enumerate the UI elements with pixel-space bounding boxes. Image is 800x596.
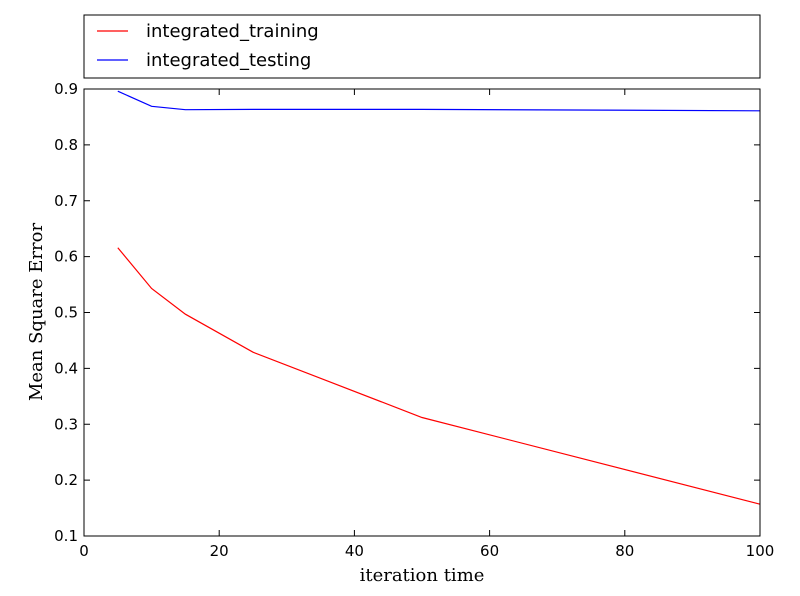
y-axis-label: Mean Square Error [26, 223, 47, 401]
y-tick-label: 0.4 [54, 359, 78, 377]
ticks-layer: 0 20 40 60 80 100 0.1 0.2 0.3 0.4 0.5 0.6 0.7 0.8 0.9 [54, 80, 774, 560]
legend-frame [83, 14, 761, 79]
x-tick-label: 40 [345, 542, 364, 560]
legend: integrated_training integrated_testing [83, 14, 761, 79]
x-tick-label: 20 [210, 542, 229, 560]
y-tick-label: 0.5 [54, 304, 78, 322]
x-tick-label: 100 [746, 542, 775, 560]
x-axis-label: iteration time [360, 565, 485, 586]
y-tick-label: 0.7 [54, 192, 78, 210]
y-tick-label: 0.8 [54, 136, 78, 154]
y-tick-label: 0.3 [54, 415, 78, 433]
series-line-integrated_training [117, 247, 761, 505]
series-line-integrated_testing [117, 90, 761, 112]
legend-label-integrated_testing: integrated_testing [146, 50, 311, 71]
y-tick-label: 0.6 [54, 248, 78, 266]
plot-background [84, 89, 760, 536]
plot-frame [83, 88, 761, 537]
x-tick-label: 80 [615, 542, 634, 560]
series-layer [117, 90, 761, 505]
x-tick-label: 0 [79, 542, 89, 560]
y-tick-label: 0.1 [54, 527, 78, 545]
y-tick-label: 0.9 [54, 80, 78, 98]
x-tick-label: 60 [480, 542, 499, 560]
legend-label-integrated_training: integrated_training [146, 21, 319, 42]
y-tick-label: 0.2 [54, 471, 78, 489]
